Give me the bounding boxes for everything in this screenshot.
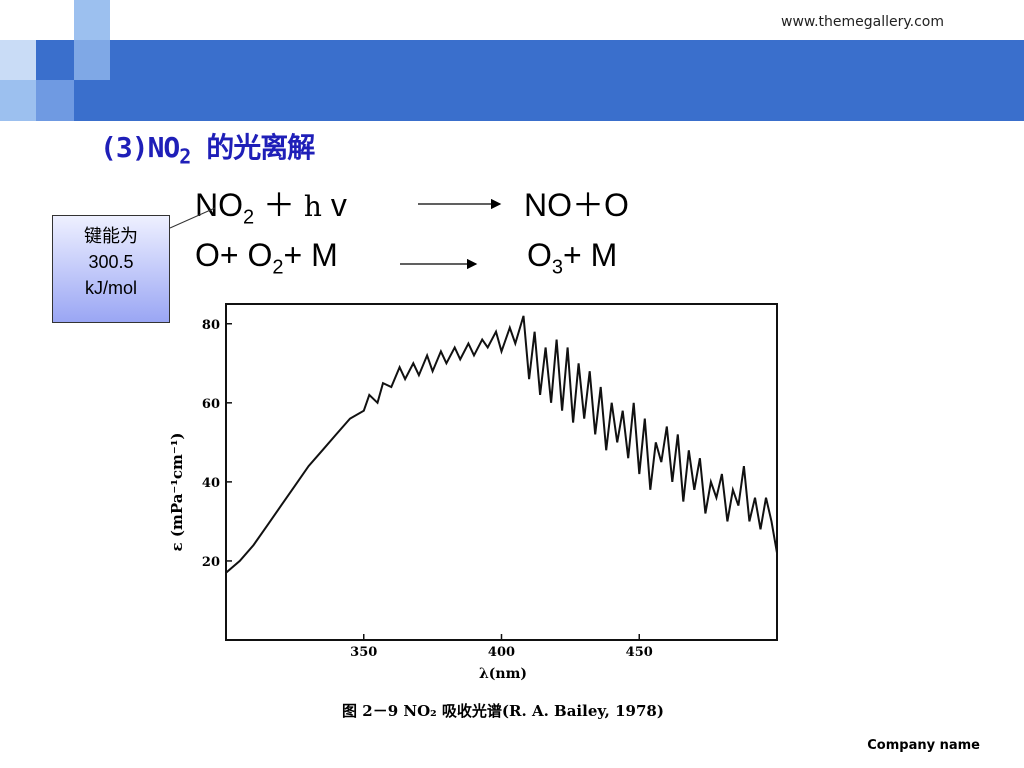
equation-1-lhs: NO2 ＋ h v xyxy=(195,187,347,229)
x-axis-label: λ(nm) xyxy=(479,666,527,682)
bond-energy-callout: 键能为 300.5 kJ/mol xyxy=(52,215,170,323)
decor-square xyxy=(74,0,110,40)
x-tick-label: 350 xyxy=(350,645,377,660)
spectrum-line xyxy=(225,315,778,574)
equation-1-rhs: NO＋O xyxy=(524,187,629,223)
header-url: www.themegallery.com xyxy=(781,14,944,30)
decor-square xyxy=(36,80,74,121)
company-name: Company name xyxy=(867,738,980,753)
slide-title: (3)NO2 的光离解 xyxy=(100,126,315,169)
y-tick-label: 20 xyxy=(202,555,220,570)
y-tick-label: 60 xyxy=(202,397,220,412)
header-band xyxy=(0,40,1024,121)
y-tick-label: 40 xyxy=(202,476,220,491)
equation-2-rhs: O3+ M xyxy=(527,237,618,279)
decor-square xyxy=(0,80,36,121)
x-tick-label: 450 xyxy=(626,645,653,660)
absorption-spectrum-chart: 20 40 60 80 350 400 450 ε (mPa⁻¹cm⁻¹) λ(nm) 图… xyxy=(168,303,778,720)
title-text-cn: 的光离解 xyxy=(190,131,315,164)
x-tick-label: 400 xyxy=(488,645,515,660)
decor-square xyxy=(0,0,36,40)
callout-pointer xyxy=(169,207,216,229)
chart-caption: 图 2－9 NO₂ 吸收光谱(R. A. Bailey, 1978) xyxy=(342,702,664,720)
y-axis-label: ε (mPa⁻¹cm⁻¹) xyxy=(168,433,186,552)
equation-2-lhs: O+ O2+ M xyxy=(195,237,338,279)
callout-line-1: 键能为 xyxy=(84,226,138,246)
title-text: (3)NO xyxy=(100,131,180,164)
y-tick-label: 80 xyxy=(202,318,220,333)
decor-square xyxy=(0,40,36,80)
title-subscript: 2 xyxy=(179,144,191,169)
decor-square xyxy=(74,40,110,80)
callout-line-3: kJ/mol xyxy=(84,278,137,298)
callout-line-2: 300.5 xyxy=(88,252,134,272)
